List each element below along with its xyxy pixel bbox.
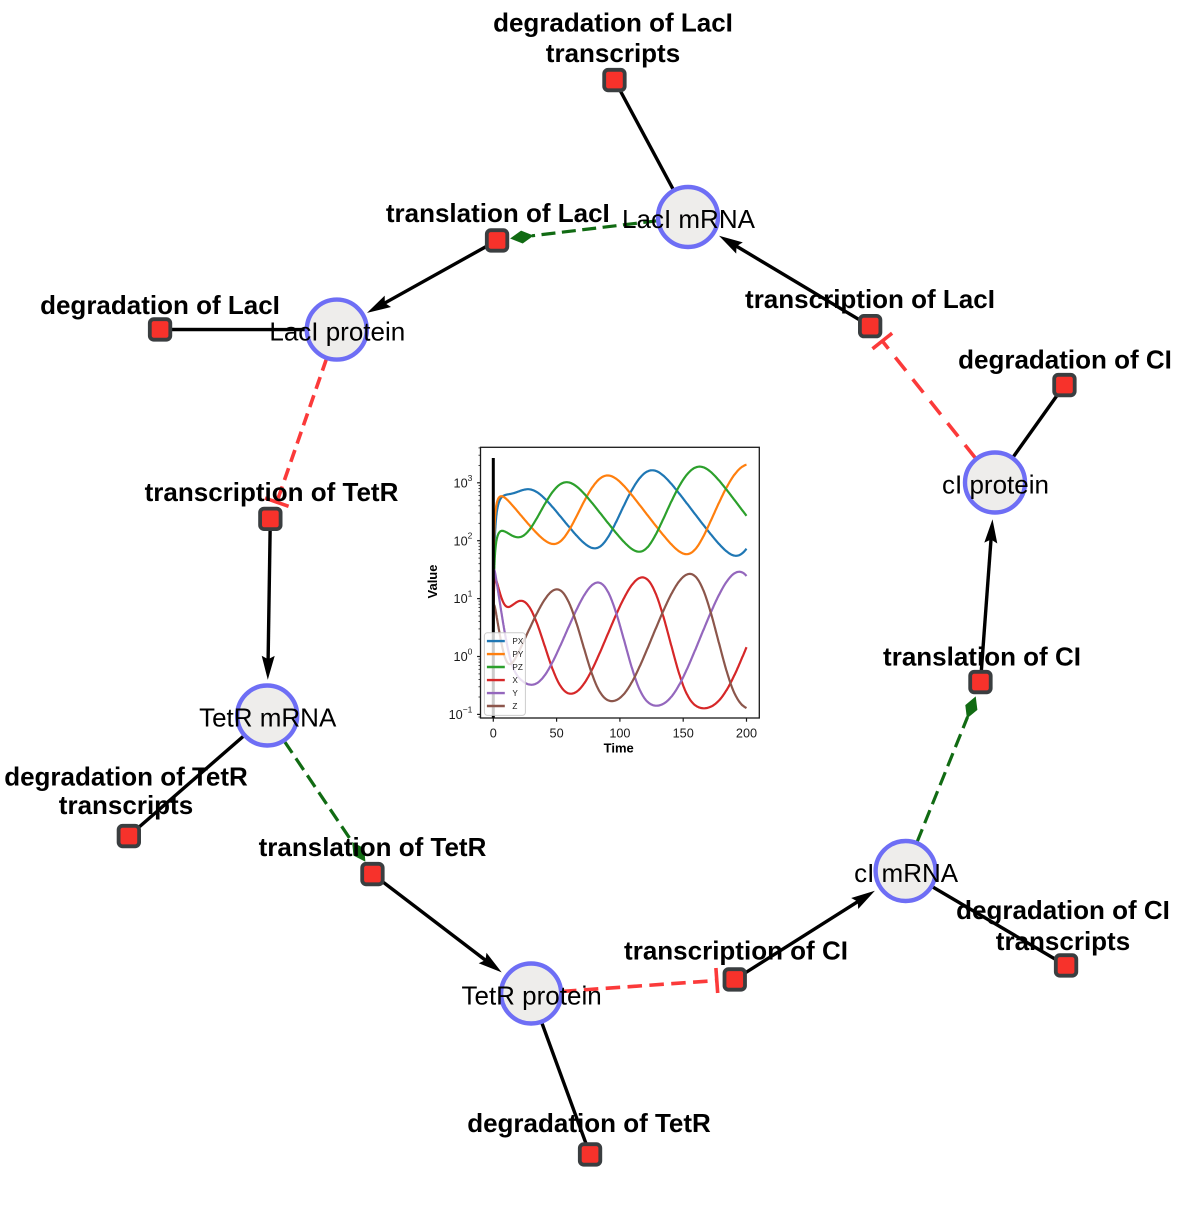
svg-text:cI mRNA: cI mRNA [854,858,959,888]
svg-text:transcription of CI: transcription of CI [624,936,848,966]
svg-text:150: 150 [673,726,694,740]
svg-text:transcripts: transcripts [996,926,1130,956]
svg-text:transcription of TetR: transcription of TetR [145,477,399,507]
svg-text:PY: PY [512,650,523,659]
svg-text:TetR protein: TetR protein [462,980,602,1010]
svg-text:0: 0 [490,726,497,740]
svg-text:degradation of TetR: degradation of TetR [467,1108,711,1138]
svg-text:degradation of TetR: degradation of TetR [4,762,248,792]
svg-text:TetR mRNA: TetR mRNA [199,702,337,732]
svg-text:50: 50 [550,726,564,740]
svg-text:Time: Time [604,741,634,756]
svg-text:100: 100 [609,726,630,740]
svg-text:degradation of CI: degradation of CI [958,344,1172,374]
svg-text:translation of CI: translation of CI [883,642,1081,672]
svg-text:X: X [512,676,518,685]
svg-text:Y: Y [512,689,518,698]
svg-text:Value: Value [425,565,440,599]
svg-text:degradation of LacI: degradation of LacI [40,290,280,320]
svg-text:PX: PX [512,637,523,646]
svg-text:PZ: PZ [512,663,522,672]
svg-text:translation of TetR: translation of TetR [259,832,487,862]
svg-text:transcripts: transcripts [546,38,680,68]
svg-text:degradation of CI: degradation of CI [956,895,1170,925]
svg-text:200: 200 [736,726,757,740]
svg-text:transcription of LacI: transcription of LacI [745,284,995,314]
svg-text:Z: Z [512,702,517,711]
svg-text:LacI mRNA: LacI mRNA [622,204,756,234]
svg-text:transcripts: transcripts [59,790,193,820]
svg-text:translation of LacI: translation of LacI [386,198,610,228]
svg-text:LacI protein: LacI protein [269,317,405,347]
svg-text:cI protein: cI protein [942,469,1049,499]
svg-text:degradation of LacI: degradation of LacI [493,8,733,38]
